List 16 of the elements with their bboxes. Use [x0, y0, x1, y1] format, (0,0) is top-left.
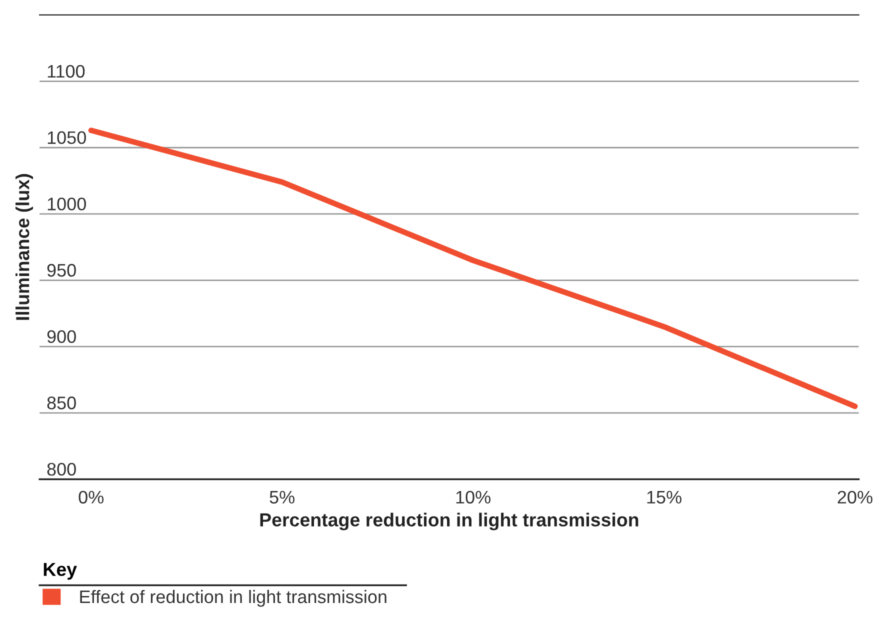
x-tick-label: 0% — [78, 490, 104, 504]
y-tick-label: 800 — [47, 462, 76, 476]
x-axis-title: Percentage reduction in light transmission — [260, 512, 638, 530]
x-tick-label: 15% — [647, 490, 682, 504]
y-tick-label: 950 — [47, 264, 76, 277]
y-tick-label: 1000 — [48, 198, 86, 210]
x-tick-label: 20% — [838, 490, 872, 504]
y-tick-label: 1100 — [48, 64, 85, 78]
x-tick-label: 5% — [270, 490, 294, 504]
y-tick-label: 900 — [47, 330, 76, 344]
y-axis-title: Illuminance (lux) — [16, 174, 33, 320]
x-tick-label: 10% — [456, 490, 490, 504]
y-tick-label: 850 — [47, 396, 76, 410]
legend-label: Effect of reduction in light transmission — [80, 590, 386, 607]
legend-title: Key — [44, 562, 77, 580]
y-tick-label: 1050 — [48, 131, 86, 144]
